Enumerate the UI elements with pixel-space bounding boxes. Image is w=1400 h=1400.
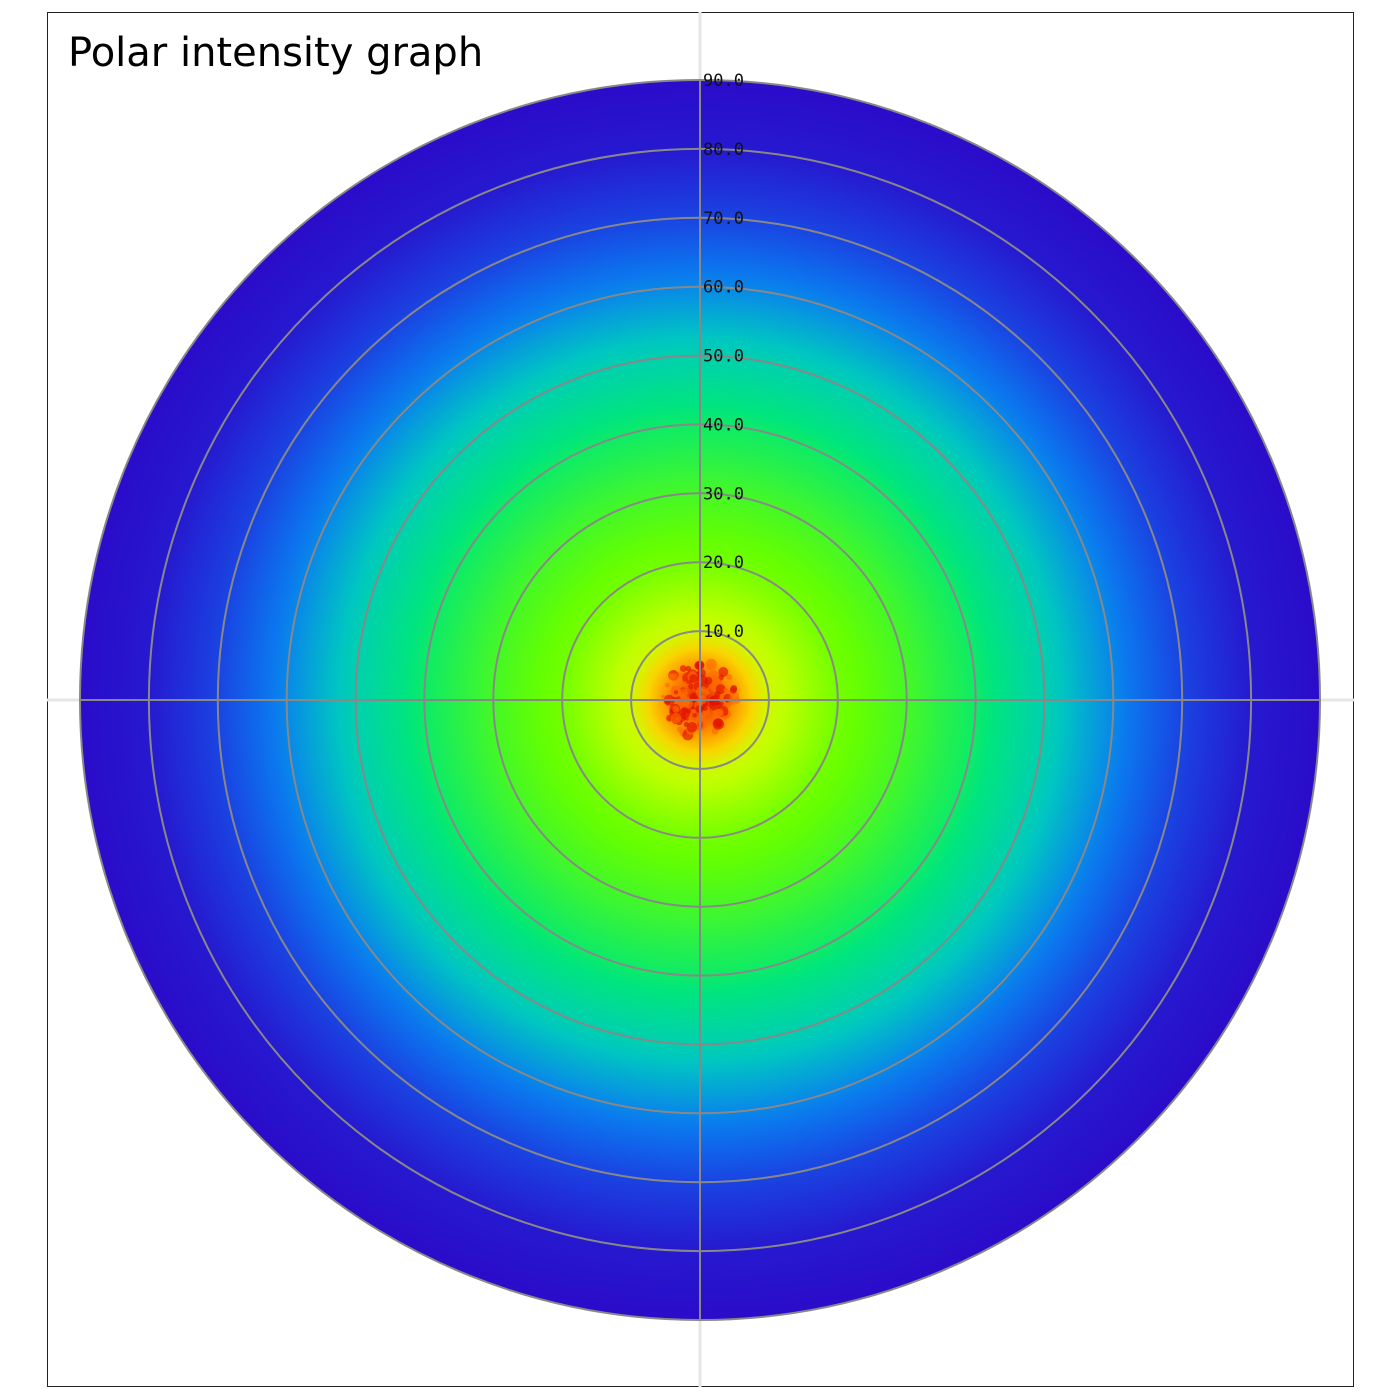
- hotspot-speckle: [695, 686, 708, 699]
- hotspot-speckle: [692, 713, 697, 718]
- hotspot-speckle: [689, 674, 698, 683]
- hotspot-speckle: [718, 667, 729, 677]
- radial-tick-label: 60.0: [703, 278, 744, 298]
- hotspot-speckle: [682, 681, 688, 687]
- hotspot-speckle: [686, 722, 698, 733]
- hotspot-speckle: [670, 712, 682, 724]
- chart-title: Polar intensity graph: [68, 30, 484, 76]
- hotspot-speckle: [697, 668, 706, 678]
- hotspot-speckle: [691, 708, 697, 714]
- hotspot-speckle: [712, 718, 724, 730]
- radial-tick-label: 50.0: [703, 347, 744, 367]
- hotspot-speckle: [688, 683, 694, 690]
- radial-tick-label: 90.0: [703, 71, 744, 91]
- radial-tick-label: 40.0: [703, 415, 744, 435]
- radial-tick-label: 80.0: [703, 140, 744, 160]
- hotspot-speckle: [723, 688, 729, 693]
- hotspot-speckle: [702, 706, 708, 711]
- hotspot-speckle: [677, 726, 683, 733]
- hotspot-speckle: [721, 715, 727, 720]
- hotspot-speckle: [671, 685, 677, 691]
- hotspot-speckle: [670, 673, 679, 682]
- hotspot-speckle: [672, 705, 680, 713]
- hotspot-speckle: [729, 686, 737, 694]
- hotspot-speckle: [712, 677, 721, 685]
- hotspot-speckle: [679, 665, 687, 672]
- hotspot-speckle: [719, 701, 724, 706]
- hotspot-speckle: [705, 658, 717, 671]
- radial-tick-label: 20.0: [703, 553, 744, 573]
- radial-tick-label: 10.0: [703, 622, 744, 642]
- hotspot-speckle: [726, 674, 733, 680]
- hotspot-speckle: [660, 694, 666, 699]
- hotspot-speckle: [704, 709, 711, 716]
- hotspot-speckle: [679, 688, 688, 698]
- radial-tick-label: 70.0: [703, 209, 744, 229]
- hotspot-speckle: [708, 696, 719, 707]
- hotspot-speckle: [711, 727, 719, 735]
- hotspot-speckle: [678, 708, 690, 720]
- hotspot-speckle: [665, 682, 670, 688]
- hotspot-speckle: [712, 708, 723, 719]
- hotspot-speckle: [678, 700, 684, 706]
- radial-tick-label: 30.0: [703, 484, 744, 504]
- hotspot-speckle: [714, 691, 721, 698]
- hotspot-speckle: [685, 665, 692, 672]
- center-hotspot: [660, 658, 741, 741]
- hotspot-speckle: [729, 700, 735, 706]
- hotspot-speckle: [673, 690, 679, 695]
